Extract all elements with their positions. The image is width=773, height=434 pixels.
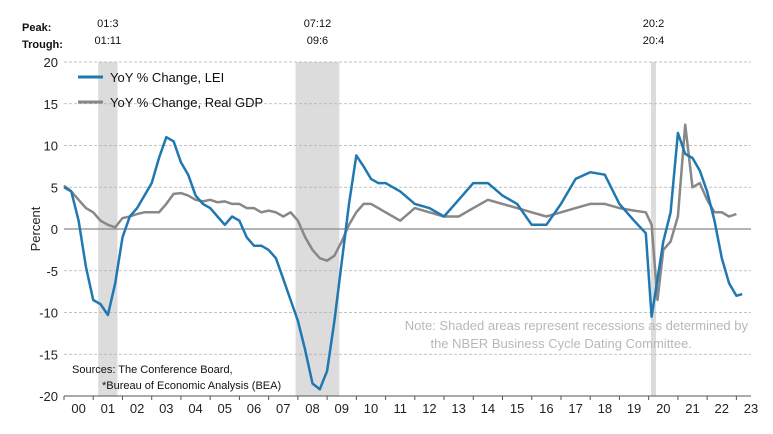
recession-peak-2: 20:2 (643, 18, 664, 30)
x-tick-label-12: 12 (422, 401, 436, 416)
legend-label-gdp: YoY % Change, Real GDP (110, 95, 263, 110)
recession-peak-1: 07:12 (304, 18, 332, 30)
x-tick-label-8: 08 (305, 401, 319, 416)
recession-peak-0: 01:3 (97, 18, 118, 30)
y-tick-label-8: -20 (39, 389, 58, 404)
x-tick-label-19: 19 (627, 401, 641, 416)
x-tick-label-17: 17 (568, 401, 582, 416)
x-tick-label-6: 06 (247, 401, 261, 416)
x-tick-label-10: 10 (364, 401, 378, 416)
legend: YoY % Change, LEI YoY % Change, Real GDP (78, 70, 263, 110)
x-tick-label-18: 18 (598, 401, 612, 416)
x-tick-label-22: 22 (715, 401, 729, 416)
x-tick-label-20: 20 (656, 401, 670, 416)
y-tick-label-1: 15 (44, 97, 58, 112)
note-line-1: Note: Shaded areas represent recessions … (405, 318, 749, 333)
gdp-line (63, 123, 737, 302)
sources-line-2: *Bureau of Economic Analysis (BEA) (102, 380, 281, 392)
y-tick-label-5: -5 (46, 264, 58, 279)
x-tick-label-2: 02 (130, 401, 144, 416)
y-axis-label: Percent (28, 206, 43, 251)
recession-trough-2: 20:4 (643, 35, 664, 47)
x-tick-label-16: 16 (539, 401, 553, 416)
x-tick-label-13: 13 (451, 401, 465, 416)
y-tick-label-3: 5 (51, 180, 58, 195)
x-tick-label-14: 14 (481, 401, 495, 416)
x-axis: 00 01 02 03 04 05 06 07 08 09 10 11 12 13 14 15 16 17 18 19… (63, 395, 758, 416)
x-tick-label-3: 03 (159, 401, 173, 416)
x-tick-label-11: 11 (393, 401, 407, 416)
y-tick-label-7: -15 (39, 347, 58, 362)
y-tick-label-4: 0 (51, 222, 58, 237)
recession-trough-1: 09:6 (307, 35, 328, 47)
recession-labels: 01:3 01:11 07:12 09:6 20:2 20:4 (94, 18, 664, 47)
x-tick-label-21: 21 (685, 401, 699, 416)
peak-label: Peak: (22, 22, 51, 34)
series-layer (63, 123, 743, 391)
x-tick-label-9: 09 (334, 401, 348, 416)
y-axis: 20 15 10 5 0 -5 -10 -15 -20 (39, 55, 58, 404)
x-tick-label-0: 00 (71, 401, 85, 416)
x-tick-label-1: 01 (101, 401, 115, 416)
x-tick-label-4: 04 (188, 401, 202, 416)
x-tick-label-15: 15 (510, 401, 524, 416)
recession-trough-0: 01:11 (94, 35, 121, 47)
grid-layer (64, 61, 751, 355)
note-line-2: the NBER Business Cycle Dating Committee… (430, 336, 692, 351)
x-tick-label-7: 07 (276, 401, 290, 416)
x-tick-label-5: 05 (218, 401, 232, 416)
y-tick-label-0: 20 (44, 55, 58, 70)
y-tick-label-6: -10 (39, 306, 58, 321)
legend-label-lei: YoY % Change, LEI (110, 70, 224, 85)
x-tick-label-23: 23 (744, 401, 758, 416)
lei-line (63, 131, 743, 391)
y-tick-label-2: 10 (44, 139, 58, 154)
sources-line-1: Sources: The Conference Board, (72, 364, 233, 376)
trough-label: Trough: (22, 39, 63, 51)
